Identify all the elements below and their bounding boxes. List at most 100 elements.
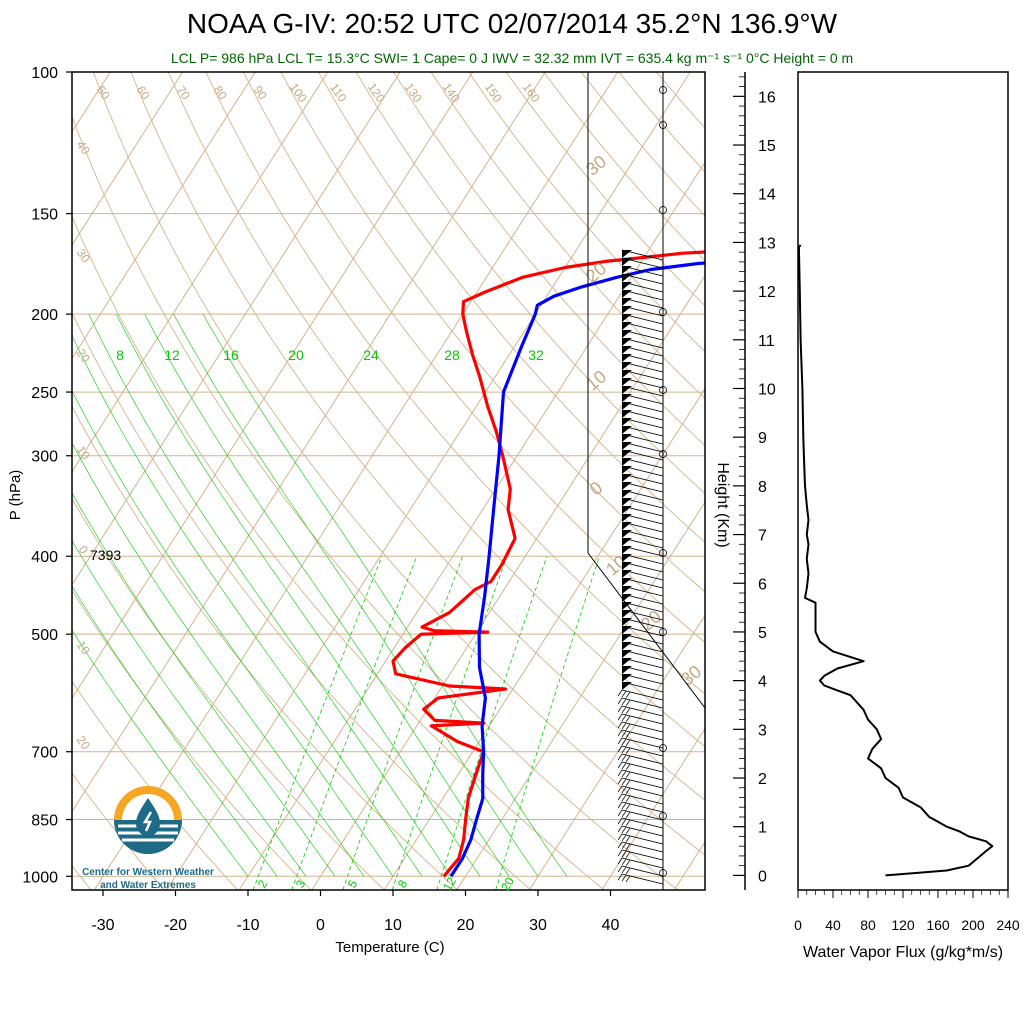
wind-barb (621, 801, 664, 813)
wind-barb-feather (621, 802, 627, 810)
temperature-tick-label: -20 (164, 917, 187, 934)
wind-barb (621, 825, 664, 837)
wind-barb-flag (622, 274, 632, 282)
y-axis-label: P (hPa) (7, 470, 24, 521)
wind-barb-flag (622, 258, 632, 266)
wind-barb-flag (622, 506, 632, 514)
dry-adiabat-label: 80 (211, 83, 230, 102)
isotherm-left-label: 0 (76, 543, 91, 557)
pressure-tick-label: 150 (31, 207, 58, 224)
isotherm-line (72, 72, 329, 473)
wind-barb-flag (622, 570, 632, 578)
wind-barb-flag (622, 602, 632, 610)
moist-adiabat-line (72, 390, 394, 877)
wind-barb-flag (622, 330, 632, 338)
height-tick-label: 9 (758, 430, 767, 447)
wind-barb-flag (622, 306, 632, 314)
wind-barb-feather (625, 859, 631, 867)
barb-calm-circle (659, 869, 667, 877)
wind-barb-feather (625, 819, 631, 827)
wind-barb-feather (617, 857, 623, 865)
chart-subtitle: LCL P= 986 hPa LCL T= 15.3°C SWI= 1 Cape… (170, 50, 854, 66)
dry-adiabat-line (72, 115, 678, 890)
wind-barb-flag (622, 594, 632, 602)
mixing-ratio-label-bottom: 2 (255, 877, 271, 890)
barb-calm-circle (659, 121, 667, 129)
wind-barb-feather (621, 738, 627, 746)
wind-barb-flag (622, 530, 632, 538)
wind-barb (621, 713, 664, 725)
wind-barb (621, 793, 664, 805)
wind-barb-flag (622, 482, 632, 490)
annotation-7393: 7393 (90, 547, 121, 563)
wind-barb-feather (617, 713, 623, 721)
dry-adiabat-line (468, 72, 705, 353)
wind-barb-feather (625, 723, 631, 731)
wind-barb (621, 745, 664, 757)
mixing-ratio-label: 32 (528, 347, 544, 363)
wind-barb-flag (622, 682, 632, 690)
wind-barb-flag (622, 426, 632, 434)
height-tick-label: 2 (758, 771, 767, 788)
pressure-tick-label: 200 (31, 307, 58, 324)
wind-barb-feather (621, 754, 627, 762)
wind-barb-feather (617, 705, 623, 713)
flux-tick-label: 80 (860, 917, 876, 933)
wind-barb-flag (622, 362, 632, 370)
height-tick-label: 15 (758, 138, 776, 155)
wind-barb-feather (625, 835, 631, 843)
wind-barb-feather (621, 698, 627, 706)
pressure-tick-label: 250 (31, 385, 58, 402)
wind-barb-feather (625, 875, 631, 883)
dry-adiabat-label: 130 (402, 80, 425, 105)
mixing-ratio-label: 12 (164, 347, 180, 363)
dry-adiabat-label: 100 (287, 80, 310, 105)
wind-barb-feather (621, 826, 627, 834)
temperature-tick-label: 0 (316, 917, 325, 934)
dry-adiabat-line (72, 311, 532, 890)
height-tick-label: 10 (758, 381, 776, 398)
mixing-ratio-label-bottom: 12 (440, 874, 459, 893)
pressure-tick-label: 400 (31, 549, 58, 566)
wind-barb-feather (625, 851, 631, 859)
wind-barb (621, 785, 664, 797)
dry-adiabat-line (393, 72, 705, 447)
logo-text-line2: and Water Extremes (100, 880, 196, 891)
dry-adiabat-line (655, 72, 705, 129)
isotherm-line (747, 72, 1024, 890)
dry-adiabat-line (167, 72, 705, 748)
dry-adiabat-line (72, 405, 458, 890)
wind-barb-feather (621, 730, 627, 738)
wind-barb-flag (622, 442, 632, 450)
wind-barb-feather (617, 745, 623, 753)
wind-barb-feather (625, 787, 631, 795)
wind-barb-flag (622, 634, 632, 642)
wind-barb-feather (625, 699, 631, 707)
isotherm-line (72, 72, 184, 246)
flux-tick-label: 160 (926, 917, 950, 933)
flux-tick-label: 120 (891, 917, 915, 933)
logo-text-line1: Center for Western Weather (82, 867, 214, 878)
height-tick-label: 1 (758, 820, 767, 837)
dry-adiabat-label: 160 (520, 80, 543, 105)
cw3e-logo: Center for Western Weather and Water Ext… (82, 786, 214, 891)
wind-barb-feather (625, 691, 631, 699)
wind-barb-feather (617, 833, 623, 841)
wind-barb-feather (617, 689, 623, 697)
wind-barb (621, 689, 664, 701)
wind-barb-feather (617, 865, 623, 873)
wind-barb-feather (617, 873, 623, 881)
dry-adiabat-label: 120 (365, 80, 388, 105)
mixing-ratio-label-bottom: 20 (498, 874, 517, 893)
dry-adiabat-label: 150 (482, 80, 505, 105)
moist-adiabat-line (72, 585, 278, 877)
pressure-tick-label: 500 (31, 627, 58, 644)
wind-barb-feather (617, 769, 623, 777)
wind-barb-feather (621, 858, 627, 866)
wind-barb-flag (622, 402, 632, 410)
mixing-ratio-label: 28 (444, 347, 460, 363)
wind-barb-flag (622, 370, 632, 378)
wind-barb-flag (622, 562, 632, 570)
dry-adiabat-label: 70 (174, 83, 193, 102)
barb-calm-circle (659, 86, 667, 94)
